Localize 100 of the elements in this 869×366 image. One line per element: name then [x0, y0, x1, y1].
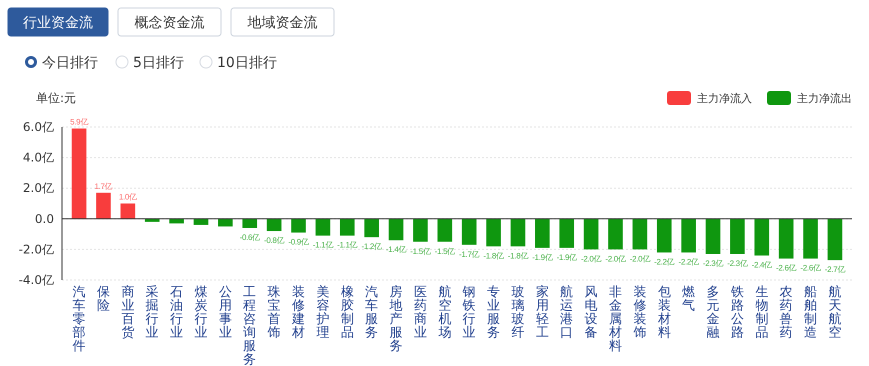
x-tick-label: 汽车服务 [365, 285, 378, 340]
x-tick-label: 石油行业 [170, 285, 184, 340]
bar [340, 218, 355, 236]
data-label: -1.8亿 [508, 251, 528, 260]
data-label: -2.7亿 [824, 265, 846, 274]
bar [803, 218, 818, 259]
data-label: -1.1亿 [337, 240, 358, 250]
bar [535, 218, 550, 248]
tab-button: 地域资金流 [230, 8, 334, 36]
x-tick-label: 船舶制造 [804, 285, 818, 340]
y-tick-label: 2.0亿 [22, 181, 54, 196]
bar [462, 218, 477, 245]
bar [120, 204, 136, 219]
bar [510, 218, 526, 246]
x-tick-label: 铁路公路 [730, 285, 744, 340]
data-label: -1.4亿 [386, 245, 406, 254]
data-label: 1.7亿 [94, 182, 113, 191]
bar [656, 218, 672, 252]
x-tick-label: 专业服务 [487, 285, 500, 340]
bar [608, 218, 623, 250]
text: 今日排行 [42, 55, 98, 71]
bar [266, 218, 282, 232]
x-tick-label: 保险 [96, 285, 110, 314]
data-label: -1.5亿 [410, 246, 431, 256]
x-tick-label: 包装材料 [656, 285, 671, 340]
data-label: -2.4亿 [752, 260, 772, 270]
x-tick-label: 燃气 [682, 285, 696, 314]
x-tick-label: 煤炭行业 [194, 285, 208, 340]
x-tick-label: 珠宝首饰 [266, 285, 281, 340]
y-tick-label: 4.0亿 [22, 150, 54, 165]
x-tick-label: 房地产服务 [388, 284, 403, 354]
data-label: -1.1亿 [312, 240, 334, 250]
bar [828, 218, 842, 260]
bar [706, 218, 720, 254]
y-tick-label: 6.0亿 [22, 120, 54, 134]
bar [364, 218, 379, 238]
text: 5日排行 [133, 55, 184, 71]
x-tick-label: 玻璃玻纤 [511, 285, 524, 340]
legend-label: 主力净流入 [697, 92, 752, 105]
tab-button: 概念资金流 [118, 8, 222, 36]
data-label: -1.5亿 [434, 246, 456, 256]
bar [194, 218, 208, 225]
data-label: -1.8亿 [483, 251, 504, 260]
x-tick-label: 工程咨询服务 [243, 285, 256, 366]
data-label: -2.2亿 [654, 257, 675, 266]
data-label: -1.9亿 [556, 252, 578, 262]
bar [730, 218, 745, 254]
bar [242, 218, 258, 228]
data-label: -2.3亿 [702, 258, 724, 268]
y-tick-label: -4.0亿 [18, 273, 54, 287]
text: 10日排行 [217, 55, 277, 71]
data-label: -2.0亿 [580, 254, 602, 264]
bar [559, 218, 574, 248]
x-tick-label: 橡胶制品 [340, 285, 354, 340]
bar [681, 218, 696, 252]
data-label: -0.9亿 [288, 238, 309, 247]
bar [632, 218, 648, 250]
x-tick-label: 风电设备 [584, 285, 598, 340]
bar [316, 218, 330, 236]
bar [72, 128, 86, 219]
data-label: 5.9亿 [70, 118, 88, 127]
bar [291, 218, 306, 233]
data-label: -1.7亿 [459, 250, 480, 259]
data-label: -2.6亿 [776, 264, 797, 273]
x-tick-label: 医药商业 [414, 285, 427, 340]
bar [778, 218, 794, 259]
x-tick-label: 家用轻工 [536, 284, 549, 340]
data-label: -2.0亿 [630, 254, 650, 264]
legend-label: 主力净流出 [797, 92, 852, 105]
bar [96, 192, 111, 219]
data-label: -2.6亿 [800, 264, 821, 273]
y-axis-title: 单位:元 [36, 91, 76, 105]
x-tick-label: 装修建材 [291, 285, 306, 340]
x-tick-label: 美容护理 [315, 284, 330, 340]
bar [437, 218, 452, 242]
bar [218, 218, 233, 226]
x-tick-label: 多元金融 [706, 285, 720, 340]
x-tick-label: 生物制品 [755, 285, 768, 340]
y-tick-label: -2.0亿 [18, 242, 54, 256]
data-label: -2.2亿 [678, 257, 700, 266]
data-label: -1.9亿 [532, 252, 553, 262]
x-tick-label: 钢铁行业 [462, 285, 476, 340]
data-label: 1.0亿 [118, 192, 138, 202]
data-label: -2.0亿 [605, 254, 626, 264]
data-label: -0.8亿 [264, 236, 285, 246]
x-tick-label: 公用事业 [218, 285, 232, 340]
bar [388, 218, 404, 240]
data-label: -0.6亿 [240, 232, 260, 242]
x-tick-label: 农药兽药 [780, 285, 793, 340]
x-tick-label: 航空机场 [437, 285, 452, 340]
bar [413, 218, 428, 242]
x-tick-label: 航运港口 [560, 285, 574, 340]
bar [754, 218, 770, 256]
x-tick-label: 装修装饰 [632, 285, 646, 340]
y-tick-label: 0.0 [34, 212, 54, 226]
x-tick-label: 汽车零部件 [72, 285, 86, 354]
data-label: -1.2亿 [362, 242, 382, 252]
tab-button: 行业资金流 [8, 8, 108, 36]
x-tick-label: 采掘行业 [146, 285, 159, 340]
bar [584, 218, 598, 250]
